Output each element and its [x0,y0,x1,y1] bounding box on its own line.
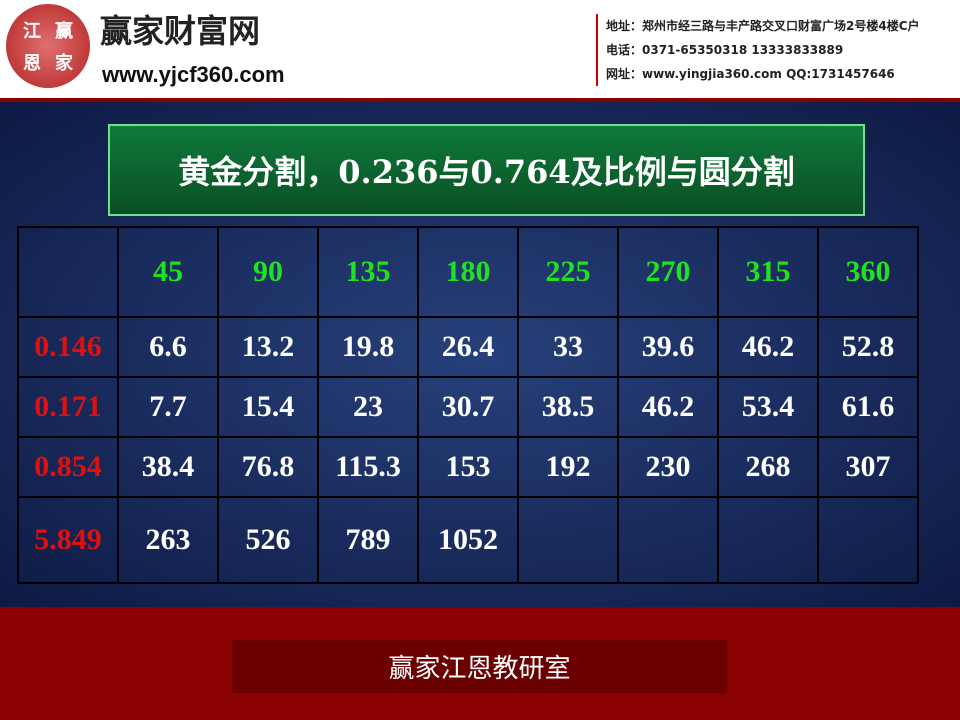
header-row: 45 90 135 180 225 270 315 360 [17,226,919,318]
cell: 53.4 [717,376,819,438]
cell: 307 [817,436,919,498]
column-header: 90 [217,226,319,318]
row-label: 0.146 [17,316,119,378]
cell: 61.6 [817,376,919,438]
contact-line: 网址：www.yingjia360.com QQ:1731457646 [606,67,895,81]
cell: 268 [717,436,819,498]
row: 5.849 263 526 789 1052 [17,496,919,584]
cell: 46.2 [617,376,719,438]
contact-line: 地址：郑州市经三路与丰产路交叉口财富广场2号楼4楼C户 [606,19,920,33]
url: www.yjcf360.com [102,62,285,87]
cell: 33 [517,316,619,378]
cell: 1052 [417,496,519,584]
column-header: 360 [817,226,919,318]
cell: 263 [117,496,219,584]
cell: 192 [517,436,619,498]
cell: 38.4 [117,436,219,498]
corner-cell [17,226,119,318]
row-label: 5.849 [17,496,119,584]
empty-cell [717,496,819,584]
cell: 52.8 [817,316,919,378]
row: 0.146 6.6 13.2 19.8 26.4 33 39.6 46.2 52.8 [17,316,919,378]
column-header: 225 [517,226,619,318]
header: 江赢恩家 赢家财富网 www.yjcf360.com 地址：郑州市经三路与丰产路… [0,0,960,102]
cell: 46.2 [717,316,819,378]
empty-cell [517,496,619,584]
cell: 13.2 [217,316,319,378]
cell: 38.5 [517,376,619,438]
contact-line: 电话：0371-65350318 13333833889 [606,43,844,57]
cell: 230 [617,436,719,498]
column-header: 135 [317,226,419,318]
footer-label: 赢家江恩教研室 [232,640,727,693]
logo-char: 恩 [23,53,41,74]
row: 0.854 38.4 76.8 115.3 153 192 230 268 307 [17,436,919,498]
cell: 19.8 [317,316,419,378]
cell: 7.7 [117,376,219,438]
logo-char: 家 [55,53,73,74]
column-header: 180 [417,226,519,318]
row-label: 0.854 [17,436,119,498]
cell: 23 [317,376,419,438]
cell: 30.7 [417,376,519,438]
empty-cell [817,496,919,584]
logo: 江赢恩家 [6,4,90,88]
cell: 115.3 [317,436,419,498]
cell: 526 [217,496,319,584]
title: 黄金分割，0.236与0.764及比例与圆分割 [108,124,865,216]
empty-cell [617,496,719,584]
cell: 789 [317,496,419,584]
logo-char: 赢 [55,21,73,42]
logo-char: 江 [23,21,41,42]
column-header: 45 [117,226,219,318]
cell: 26.4 [417,316,519,378]
column-header: 315 [717,226,819,318]
column-header: 270 [617,226,719,318]
cell: 76.8 [217,436,319,498]
row-label: 0.171 [17,376,119,438]
contact: 地址：郑州市经三路与丰产路交叉口财富广场2号楼4楼C户 电话：0371-65350… [596,14,920,86]
cell: 15.4 [217,376,319,438]
brand: 赢家财富网 [100,12,261,50]
table: 45 90 135 180 225 270 315 360 0.146 6.6 13.2 19.8 26… [17,226,919,584]
row: 0.171 7.7 15.4 23 30.7 38.5 46.2 53.4 61.6 [17,376,919,438]
cell: 153 [417,436,519,498]
cell: 39.6 [617,316,719,378]
cell: 6.6 [117,316,219,378]
